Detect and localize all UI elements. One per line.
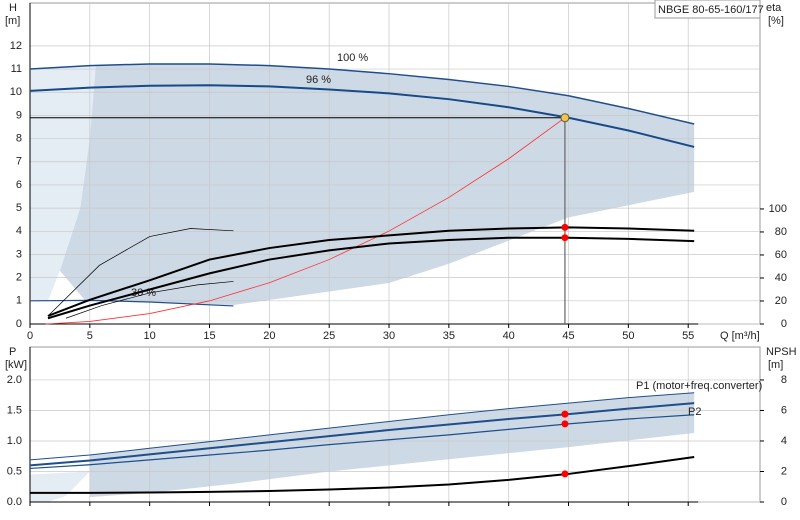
x-tick-label: 45 — [562, 330, 574, 342]
y-tick-label: 0 — [16, 318, 22, 330]
curve — [65, 281, 234, 319]
x-tick-label: 35 — [443, 330, 455, 342]
y-axis-unit: [kW] — [5, 359, 27, 371]
y2-axis-unit: [%] — [768, 15, 784, 27]
y-tick-label: 1.5 — [7, 404, 22, 416]
operating-range — [30, 471, 90, 502]
curve — [29, 402, 695, 467]
y-tick-label: 0.5 — [7, 465, 22, 477]
curve — [45, 117, 566, 325]
duty-marker — [561, 223, 569, 231]
y-tick-label: 10 — [10, 86, 22, 98]
y-tick-label: 0.0 — [7, 496, 22, 508]
x-tick-label: 25 — [323, 330, 335, 342]
y-tick-label: 11 — [11, 63, 22, 75]
curve — [29, 63, 695, 125]
y-tick-label: 7 — [16, 156, 22, 168]
x-tick-label: 40 — [503, 330, 515, 342]
y2-axis-label: NPSH — [766, 346, 797, 358]
duty-marker — [561, 410, 569, 418]
operating-range — [59, 63, 695, 305]
y-axis-unit: [m] — [5, 15, 20, 27]
curve — [47, 226, 695, 317]
operating-range — [89, 392, 695, 498]
x-tick-label: 15 — [203, 330, 215, 342]
y2-tick-label: 80 — [775, 226, 787, 238]
y-tick-label: 9 — [16, 109, 22, 121]
duty-marker — [561, 234, 569, 242]
y-axis-label: H — [9, 2, 17, 14]
y2-tick-label: 40 — [775, 272, 787, 284]
x-tick-label: 30 — [383, 330, 395, 342]
y2-axis-unit: [m] — [768, 359, 783, 371]
x-tick-label: 50 — [622, 330, 634, 342]
y-tick-label: 1 — [16, 295, 22, 307]
curve-label: P2 — [688, 406, 701, 418]
curve — [47, 228, 234, 317]
curve — [30, 456, 695, 494]
x-tick-label: 5 — [87, 330, 93, 342]
y2-tick-label: 60 — [775, 249, 787, 261]
curve — [29, 414, 695, 470]
x-axis-label: Q [m³/h] — [720, 330, 760, 342]
x-tick-label: 10 — [144, 330, 156, 342]
y-tick-label: 2 — [16, 272, 22, 284]
y2-tick-label: 8 — [781, 374, 787, 386]
curve-label: 100 % — [337, 52, 368, 64]
duty-point — [560, 113, 570, 123]
curve-label: 96 % — [306, 74, 331, 86]
y2-tick-label: 0 — [781, 318, 787, 330]
duty-marker — [561, 420, 569, 428]
y2-tick-label: 100 — [769, 203, 787, 215]
y-tick-label: 2.0 — [7, 374, 22, 386]
curve — [29, 84, 695, 148]
y-tick-label: 5 — [16, 202, 22, 214]
y-tick-label: 4 — [16, 225, 22, 237]
title-box — [654, 0, 761, 19]
y-tick-label: 3 — [16, 248, 22, 260]
duty-marker — [561, 470, 569, 478]
y2-tick-label: 4 — [781, 435, 787, 447]
y2-tick-label: 20 — [775, 295, 787, 307]
y-tick-label: 6 — [16, 179, 22, 191]
y-tick-label: 12 — [10, 40, 22, 52]
curve — [47, 236, 695, 320]
y-tick-label: 8 — [16, 132, 22, 144]
y-axis-label: P — [9, 346, 16, 358]
y2-tick-label: 6 — [781, 404, 787, 416]
x-tick-label: 0 — [27, 330, 33, 342]
chart-title: NBGE 80-65-160/177 — [658, 4, 764, 16]
y2-tick-label: 0 — [781, 496, 787, 508]
x-tick-label: 55 — [682, 330, 694, 342]
y2-axis-label: eta — [766, 2, 782, 14]
y2-tick-label: 2 — [781, 465, 787, 477]
operating-range — [30, 65, 96, 301]
curve — [29, 392, 695, 461]
x-tick-label: 20 — [263, 330, 275, 342]
y-tick-label: 1.0 — [7, 435, 22, 447]
curve-label: P1 (motor+freq.converter) — [636, 380, 762, 392]
